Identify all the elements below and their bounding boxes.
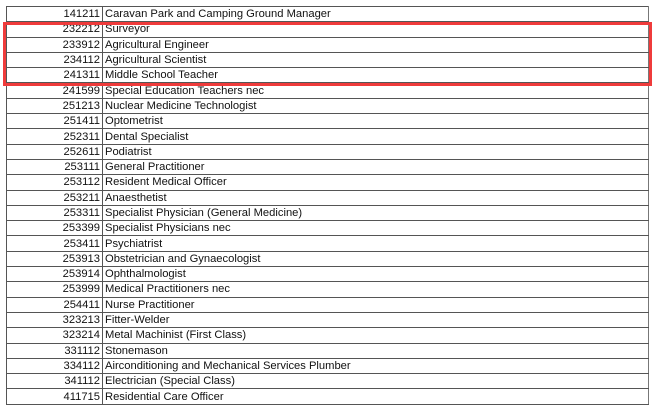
occupation-name: Nuclear Medicine Technologist	[102, 97, 649, 115]
table-row: 253112 Resident Medical Officer	[6, 174, 649, 191]
occupation-code: 252311	[6, 128, 103, 145]
occupation-name: Stonemason	[102, 342, 649, 359]
occupation-code: 341112	[6, 373, 103, 390]
table-row: 253913 Obstetrician and Gynaecologist	[6, 250, 649, 268]
occupation-code: 411715	[6, 388, 103, 405]
occupation-code: 141211	[6, 5, 103, 23]
occupation-name: Medical Practitioners nec	[102, 281, 649, 298]
table-row: 253914 Ophthalmologist	[6, 266, 649, 283]
occupation-code: 253914	[6, 266, 103, 283]
table-row: 323213 Fitter-Welder	[6, 311, 649, 329]
occupation-code: 252611	[6, 143, 103, 160]
occupation-code: 241599	[6, 82, 103, 99]
occupation-name: Anaesthetist	[102, 189, 649, 206]
table-row: 334112 Airconditioning and Mechanical Ser…	[6, 357, 649, 375]
table-row: 253399 Specialist Physicians nec	[6, 220, 649, 237]
occupation-code: 253411	[6, 235, 103, 252]
table-row: 251411 Optometrist	[6, 113, 649, 130]
occupation-name: Airconditioning and Mechanical Services …	[102, 357, 649, 375]
table-row: 411715 Residential Care Officer	[6, 388, 649, 405]
occupation-name: Resident Medical Officer	[102, 174, 649, 191]
occupation-name: Fitter-Welder	[102, 311, 649, 329]
occupation-code: 253111	[6, 158, 103, 176]
occupation-name: Optometrist	[102, 113, 649, 130]
table-row: 331112 Stonemason	[6, 342, 649, 359]
occupation-code: 253311	[6, 204, 103, 222]
occupation-code: 232212	[6, 21, 103, 38]
occupation-name: Special Education Teachers nec	[102, 82, 649, 99]
occupation-code: 254411	[6, 296, 103, 313]
table-row: 232212 Surveyor	[6, 21, 649, 38]
occupation-name: Obstetrician and Gynaecologist	[102, 250, 649, 268]
occupation-code: 253913	[6, 250, 103, 268]
table-row: 254411 Nurse Practitioner	[6, 296, 649, 313]
occupation-code: 253112	[6, 174, 103, 191]
occupation-code: 334112	[6, 357, 103, 375]
table-row: 253999 Medical Practitioners nec	[6, 281, 649, 298]
table-row: 233912 Agricultural Engineer	[6, 36, 649, 53]
table-row: 253411 Psychiatrist	[6, 235, 649, 252]
table-row: 234112 Agricultural Scientist	[6, 51, 649, 69]
table-row: 341112 Electrician (Special Class)	[6, 373, 649, 390]
table-row: 141211 Caravan Park and Camping Ground Ma…	[6, 5, 649, 23]
occupation-code: 234112	[6, 51, 103, 69]
occupation-name: Ophthalmologist	[102, 266, 649, 283]
occupation-code: 323213	[6, 311, 103, 329]
occupation-name: Specialist Physician (General Medicine)	[102, 204, 649, 222]
occupation-name: Podiatrist	[102, 143, 649, 160]
occupation-code: 323214	[6, 327, 103, 344]
table-row: 241599 Special Education Teachers nec	[6, 82, 649, 99]
table-row: 252611 Podiatrist	[6, 143, 649, 160]
occupation-code: 253211	[6, 189, 103, 206]
occupation-name: Residential Care Officer	[102, 388, 649, 405]
occupation-name: General Practitioner	[102, 158, 649, 176]
occupation-name: Psychiatrist	[102, 235, 649, 252]
occupation-name: Specialist Physicians nec	[102, 220, 649, 237]
table-row: 253111 General Practitioner	[6, 158, 649, 176]
occupation-name: Agricultural Scientist	[102, 51, 649, 69]
occupation-code: 241311	[6, 67, 103, 84]
occupation-code: 253999	[6, 281, 103, 298]
occupation-name: Middle School Teacher	[102, 67, 649, 84]
occupation-name: Metal Machinist (First Class)	[102, 327, 649, 344]
occupation-name: Electrician (Special Class)	[102, 373, 649, 390]
occupation-name: Caravan Park and Camping Ground Manager	[102, 5, 649, 23]
occupation-table-body: 141211 Caravan Park and Camping Ground Ma…	[6, 5, 649, 405]
occupation-name: Dental Specialist	[102, 128, 649, 145]
table-row: 252311 Dental Specialist	[6, 128, 649, 145]
table-row: 253311 Specialist Physician (General Medi…	[6, 204, 649, 222]
occupation-code: 251411	[6, 113, 103, 130]
occupation-code: 233912	[6, 36, 103, 53]
occupation-code: 251213	[6, 97, 103, 115]
occupation-name: Surveyor	[102, 21, 649, 38]
occupation-table: 141211 Caravan Park and Camping Ground Ma…	[6, 5, 649, 405]
occupation-name: Agricultural Engineer	[102, 36, 649, 53]
table-row: 241311 Middle School Teacher	[6, 67, 649, 84]
occupation-name: Nurse Practitioner	[102, 296, 649, 313]
table-row: 323214 Metal Machinist (First Class)	[6, 327, 649, 344]
occupation-code: 331112	[6, 342, 103, 359]
table-row: 253211 Anaesthetist	[6, 189, 649, 206]
occupation-code: 253399	[6, 220, 103, 237]
table-row: 251213 Nuclear Medicine Technologist	[6, 97, 649, 115]
